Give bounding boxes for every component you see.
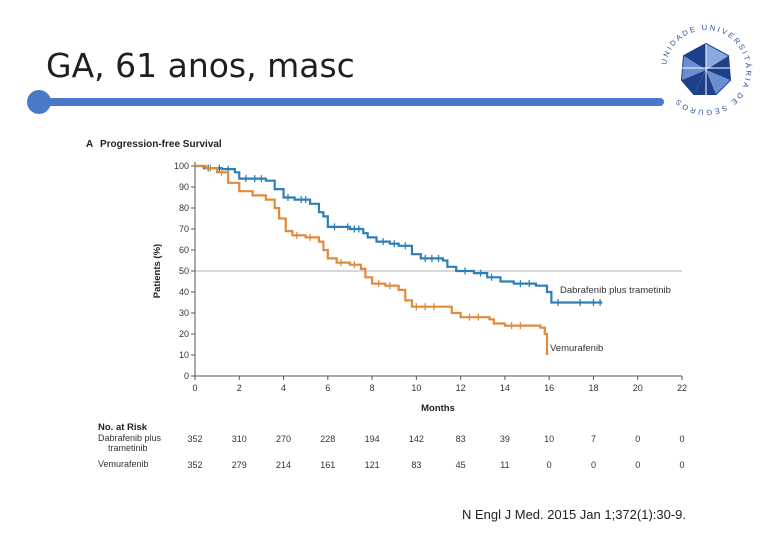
risk-cell: 352 <box>187 460 202 470</box>
risk-cell: 270 <box>276 434 291 444</box>
series-labels: Dabrafenib plus trametinib Vemurafenib <box>550 285 671 354</box>
risk-cell: 0 <box>679 434 684 444</box>
risk-cell: 0 <box>591 460 596 470</box>
x-tick-label: 12 <box>456 383 466 393</box>
y-tick-label: 20 <box>179 329 189 339</box>
risk-cell: 83 <box>411 460 421 470</box>
x-tick-label: 18 <box>588 383 598 393</box>
series-label-vemurafenib: Vemurafenib <box>550 343 603 354</box>
y-tick-label: 80 <box>179 203 189 213</box>
y-tick-label: 100 <box>174 161 189 171</box>
university-logo: UNIDADE UNIVERSITÁRIA DE SEGUROS <box>659 23 751 117</box>
risk-cell: 194 <box>365 434 380 444</box>
y-tick-label: 50 <box>179 266 189 276</box>
risk-cell: 214 <box>276 460 291 470</box>
x-tick-label: 14 <box>500 383 510 393</box>
risk-cell: 0 <box>635 434 640 444</box>
series-group <box>195 164 603 355</box>
risk-cell: 39 <box>500 434 510 444</box>
vemurafenib-curve <box>195 164 549 355</box>
risk-cell: 45 <box>456 460 466 470</box>
title-bar <box>40 98 664 106</box>
x-tick-label: 22 <box>677 383 687 393</box>
x-tick-label: 4 <box>281 383 286 393</box>
risk-cell: 310 <box>232 434 247 444</box>
risk-cell: 279 <box>232 460 247 470</box>
risk-cell: 0 <box>635 460 640 470</box>
x-tick-label: 6 <box>325 383 330 393</box>
risk-cell: 121 <box>365 460 380 470</box>
x-tick-label: 2 <box>237 383 242 393</box>
risk-row-label: Vemurafenib <box>98 459 149 469</box>
y-tick-label: 10 <box>179 350 189 360</box>
dabrafenib-curve <box>195 164 603 304</box>
x-tick-label: 10 <box>411 383 421 393</box>
y-axis-label: Patients (%) <box>152 244 163 298</box>
x-tick-label: 0 <box>192 383 197 393</box>
x-axis-label: Months <box>421 403 455 414</box>
risk-cell: 352 <box>187 434 202 444</box>
y-tick-label: 30 <box>179 308 189 318</box>
risk-table-header: No. at Risk <box>98 422 148 433</box>
logo-emblem <box>680 42 732 96</box>
chart-title: Progression-free Survival <box>100 139 222 150</box>
axes: 0 10 20 30 40 50 60 70 80 90 100 0 2 4 6 8 10 12 14 16 18 20 2… <box>174 161 687 393</box>
risk-cell: 83 <box>456 434 466 444</box>
slide-title: GA, 61 anos, masc <box>46 46 355 85</box>
risk-cell: 0 <box>679 460 684 470</box>
y-tick-label: 60 <box>179 245 189 255</box>
y-tick-label: 40 <box>179 287 189 297</box>
risk-row-label: Dabrafenib plus <box>98 433 162 443</box>
risk-row-label: trametinib <box>108 443 148 453</box>
risk-cell: 0 <box>547 460 552 470</box>
risk-cell: 142 <box>409 434 424 444</box>
risk-cell: 7 <box>591 434 596 444</box>
x-tick-label: 20 <box>633 383 643 393</box>
risk-cell: 10 <box>544 434 554 444</box>
citation: N Engl J Med. 2015 Jan 1;372(1):30-9. <box>462 507 687 522</box>
chart-panel-label: A <box>86 139 93 150</box>
series-label-dabrafenib: Dabrafenib plus trametinib <box>560 285 671 296</box>
x-tick-label: 16 <box>544 383 554 393</box>
risk-cell: 11 <box>500 460 509 470</box>
risk-cell: 228 <box>320 434 335 444</box>
risk-cell: 161 <box>320 460 335 470</box>
y-tick-label: 0 <box>184 371 189 381</box>
y-tick-label: 70 <box>179 224 189 234</box>
x-tick-label: 8 <box>370 383 375 393</box>
y-tick-label: 90 <box>179 182 189 192</box>
